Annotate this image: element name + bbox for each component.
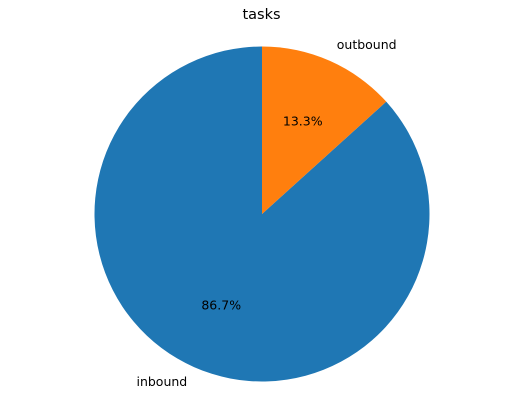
pct-label-inbound: 86.7% — [201, 297, 241, 312]
pie-slice-inbound — [94, 46, 430, 382]
chart-title: tasks — [242, 7, 281, 23]
slice-label-inbound: inbound — [136, 374, 187, 389]
pie-slice-outbound — [262, 46, 387, 214]
pct-label-outbound: 13.3% — [283, 114, 323, 129]
slice-label-outbound: outbound — [337, 37, 397, 52]
